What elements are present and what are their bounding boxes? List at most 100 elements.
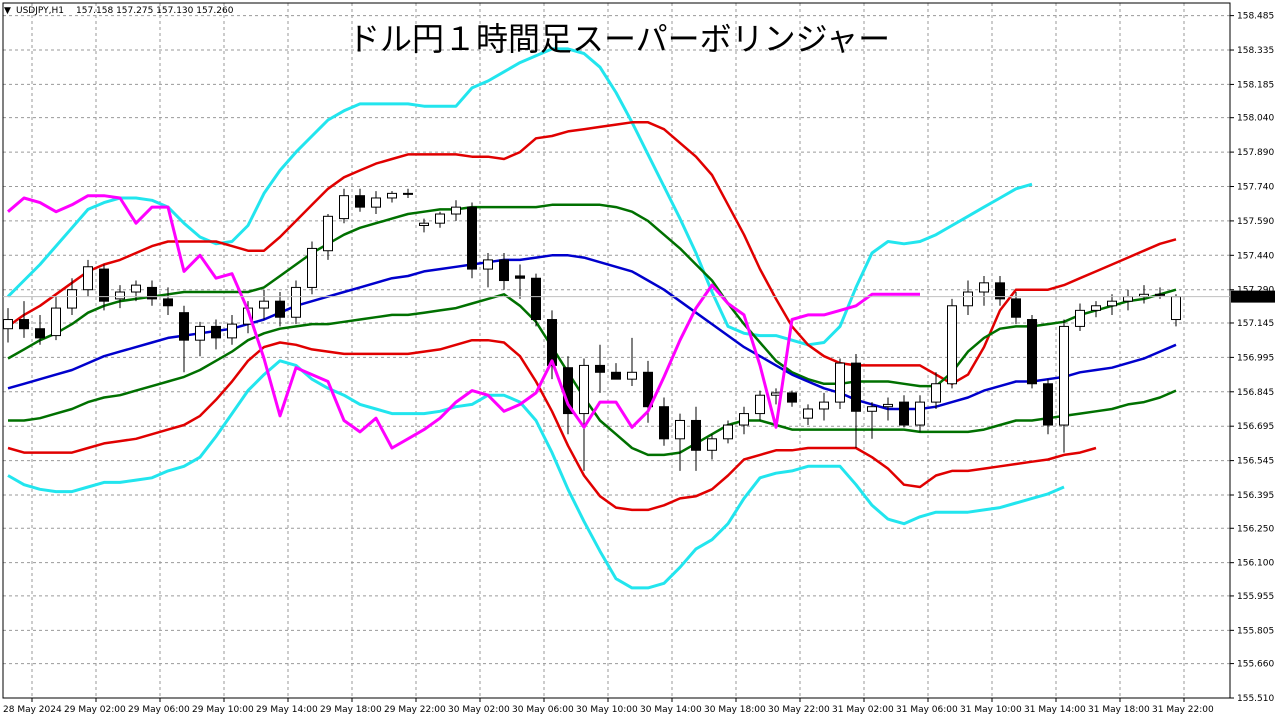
y-tick-label: 158.485 (1237, 12, 1274, 22)
candle-body (627, 371, 637, 380)
candle-body (771, 392, 781, 396)
candle-body (1155, 293, 1165, 296)
candle-body (819, 401, 829, 410)
y-tick-label: 155.510 (1237, 694, 1274, 704)
candle-body (131, 284, 141, 293)
candle-body (851, 362, 861, 412)
candle-body (19, 319, 29, 330)
x-tick-label: 29 May 10:00 (192, 705, 254, 715)
candle-body (35, 328, 45, 339)
candle-body (499, 259, 509, 282)
x-tick-label: 31 May 14:00 (1024, 705, 1086, 715)
y-tick-label: 158.335 (1237, 46, 1274, 56)
band-minus1-line (8, 293, 1177, 457)
candle-body (723, 424, 733, 440)
candle-body (1059, 325, 1069, 426)
plot-frame (2, 2, 1231, 699)
y-tick-label: 157.440 (1237, 251, 1274, 261)
candle-body (643, 371, 653, 408)
candle-body (227, 323, 237, 339)
band-plus3-line (6, 47, 1033, 347)
y-tick-label: 158.040 (1237, 114, 1274, 124)
symbol-ohlc: 157.158 157.275 157.130 157.260 (76, 6, 234, 16)
y-tick-label: 156.545 (1237, 457, 1274, 467)
candle-body (515, 275, 525, 279)
candle-body (547, 319, 557, 366)
candle-body (595, 364, 605, 373)
candle-body (83, 266, 93, 291)
y-tick-label: 157.890 (1237, 148, 1274, 158)
x-tick-label: 30 May 14:00 (640, 705, 702, 715)
symbol-name: USDJPY,H1 (16, 6, 64, 16)
candle-body (323, 215, 333, 252)
y-tick-label: 156.845 (1237, 388, 1274, 398)
band-plus2-line (7, 121, 1177, 386)
candle-body (67, 289, 77, 309)
candle-body (211, 325, 221, 339)
x-tick-label: 28 May 2024 (3, 705, 62, 715)
candle-body (147, 286, 157, 300)
candle-body (915, 401, 925, 426)
candle-body (835, 362, 845, 403)
candle-body (931, 383, 941, 403)
candle-body (1075, 309, 1085, 327)
band-minus3-line (7, 359, 1065, 590)
candle-body (611, 371, 621, 380)
candle-body (291, 286, 301, 318)
candle-body (675, 419, 685, 440)
x-tick-label: 31 May 02:00 (832, 705, 894, 715)
candle-body (3, 319, 13, 330)
candle-body (435, 213, 445, 224)
candle-body (691, 419, 701, 451)
y-tick-label: 156.100 (1237, 559, 1274, 569)
candle-body (163, 298, 173, 307)
x-tick-label: 31 May 06:00 (896, 705, 958, 715)
candle-body (259, 300, 269, 309)
candle-body (339, 195, 349, 220)
y-tick-label: 156.395 (1237, 491, 1274, 501)
candle-body (387, 192, 397, 199)
x-tick-label: 30 May 02:00 (448, 705, 510, 715)
lagging-span-line (7, 194, 920, 450)
candle-body (1043, 383, 1053, 426)
candle-body (483, 259, 493, 270)
grid (3, 3, 1230, 699)
y-tick-label: 156.995 (1237, 353, 1274, 363)
candle-body (1011, 298, 1021, 318)
candle-body (739, 413, 749, 426)
y-tick-label: 157.145 (1237, 319, 1274, 329)
candle-body (883, 403, 893, 408)
candle-body (531, 277, 541, 321)
band-plus1-line (7, 203, 1177, 388)
chart-title: ドル円１時間足スーパーボリンジャー (348, 20, 890, 58)
y-tick-label: 158.185 (1237, 80, 1274, 90)
candle-body (307, 247, 317, 288)
candle-body (755, 394, 765, 415)
candle-body (371, 197, 381, 208)
x-tick-label: 29 May 22:00 (384, 705, 446, 715)
candle-body (403, 192, 413, 195)
candle-body (275, 300, 285, 318)
candle-body (867, 406, 877, 412)
y-tick-label: 155.805 (1237, 626, 1274, 636)
candle-body (179, 312, 189, 341)
candle-body (995, 282, 1005, 300)
y-tick-label: 155.660 (1237, 660, 1274, 670)
candle-body (115, 291, 125, 300)
x-tick-label: 30 May 10:00 (576, 705, 638, 715)
symbol-info-arrow[interactable]: ▼ (4, 6, 11, 16)
candle-body (467, 206, 477, 270)
lagging-span (7, 194, 920, 450)
y-tick-label: 156.250 (1237, 524, 1274, 534)
candle-body (419, 222, 429, 226)
y-tick-label: 157.740 (1237, 182, 1274, 192)
y-tick-label: 157.590 (1237, 217, 1274, 227)
x-tick-label: 30 May 18:00 (704, 705, 766, 715)
candle-body (1027, 319, 1037, 385)
y-tick-label: 156.695 (1237, 422, 1274, 432)
candle-body (787, 392, 797, 403)
candles (3, 188, 1181, 471)
candle-body (803, 408, 813, 419)
